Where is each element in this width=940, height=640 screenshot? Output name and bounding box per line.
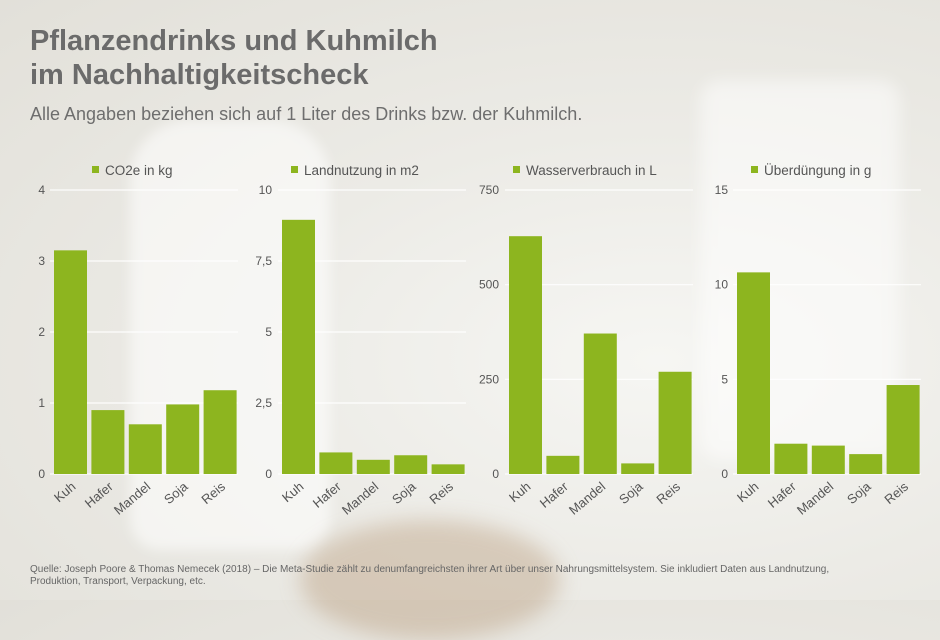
y-tick-label-3-1: 250 — [479, 372, 499, 386]
x-tick-label-2-soja: Soja — [389, 478, 419, 507]
bar-4-hafer — [774, 443, 808, 474]
y-tick-label-4-0: 0 — [721, 467, 728, 481]
legend-label-3: Wasserverbrauch in L — [526, 163, 657, 178]
x-tick-label-1-mandel: Mandel — [111, 479, 153, 518]
bar-3-soja — [621, 463, 655, 474]
y-tick-label-2-3: 7,5 — [255, 254, 272, 268]
y-tick-label-1-0: 0 — [38, 467, 45, 481]
x-tick-label-4-reis: Reis — [881, 478, 911, 507]
x-tick-label-4-mandel: Mandel — [794, 479, 836, 518]
bar-4-soja — [849, 454, 883, 474]
bar-1-soja — [166, 404, 200, 474]
bar-2-mandel — [356, 459, 390, 474]
x-tick-label-3-soja: Soja — [616, 478, 646, 507]
bar-1-kuh — [54, 250, 87, 474]
x-tick-label-2-mandel: Mandel — [339, 479, 381, 518]
chart-subtitle: Alle Angaben beziehen sich auf 1 Liter d… — [30, 104, 583, 124]
legend-swatch-2 — [291, 166, 298, 173]
bar-3-hafer — [546, 455, 580, 474]
x-tick-label-2-kuh: Kuh — [279, 479, 306, 505]
y-tick-label-1-3: 3 — [38, 254, 45, 268]
legend-label-2: Landnutzung in m2 — [304, 163, 419, 178]
chart-title: Pflanzendrinks und Kuhmilch im Nachhalti… — [30, 24, 438, 92]
legend-swatch-3 — [513, 166, 520, 173]
y-tick-label-2-2: 5 — [265, 325, 272, 339]
legend-label-1: CO2e in kg — [105, 163, 173, 178]
bar-1-reis — [203, 390, 237, 474]
bar-3-kuh — [509, 236, 542, 474]
y-tick-label-3-3: 750 — [479, 183, 499, 197]
source-note: Quelle: Joseph Poore & Thomas Nemecek (2… — [30, 564, 830, 587]
bar-2-hafer — [319, 452, 353, 474]
y-tick-label-1-2: 2 — [38, 325, 45, 339]
bar-3-reis — [658, 371, 692, 474]
title-line-1: Pflanzendrinks und Kuhmilch — [30, 25, 438, 57]
bar-4-reis — [886, 385, 920, 474]
x-tick-label-1-reis: Reis — [198, 478, 228, 507]
x-tick-label-3-reis: Reis — [653, 478, 683, 507]
x-tick-label-4-kuh: Kuh — [734, 479, 761, 505]
bar-4-kuh — [737, 272, 770, 474]
legend-label-4: Überdüngung in g — [764, 163, 871, 178]
bar-2-kuh — [282, 219, 315, 474]
bar-1-mandel — [128, 424, 162, 474]
x-tick-label-3-mandel: Mandel — [566, 479, 608, 518]
bar-4-mandel — [811, 445, 845, 474]
x-tick-label-4-soja: Soja — [844, 478, 874, 507]
x-tick-label-3-kuh: Kuh — [506, 479, 533, 505]
bar-2-soja — [394, 455, 428, 474]
y-tick-label-1-4: 4 — [38, 183, 45, 197]
bar-2-reis — [431, 464, 465, 474]
y-tick-label-4-3: 15 — [715, 183, 729, 197]
legend-swatch-4 — [751, 166, 758, 173]
bar-1-hafer — [91, 410, 125, 474]
x-tick-label-1-soja: Soja — [161, 478, 191, 507]
y-tick-label-3-2: 500 — [479, 278, 499, 292]
y-tick-label-2-1: 2,5 — [255, 396, 272, 410]
x-tick-label-1-kuh: Kuh — [51, 479, 78, 505]
y-tick-label-3-0: 0 — [492, 467, 499, 481]
y-tick-label-4-2: 10 — [715, 278, 729, 292]
y-tick-label-2-0: 0 — [265, 467, 272, 481]
x-tick-label-2-reis: Reis — [426, 478, 456, 507]
y-tick-label-1-1: 1 — [38, 396, 45, 410]
y-tick-label-2-4: 10 — [259, 183, 273, 197]
bar-3-mandel — [583, 333, 617, 474]
legend-swatch-1 — [92, 166, 99, 173]
title-line-2: im Nachhaltigkeitscheck — [30, 59, 369, 91]
y-tick-label-4-1: 5 — [721, 372, 728, 386]
